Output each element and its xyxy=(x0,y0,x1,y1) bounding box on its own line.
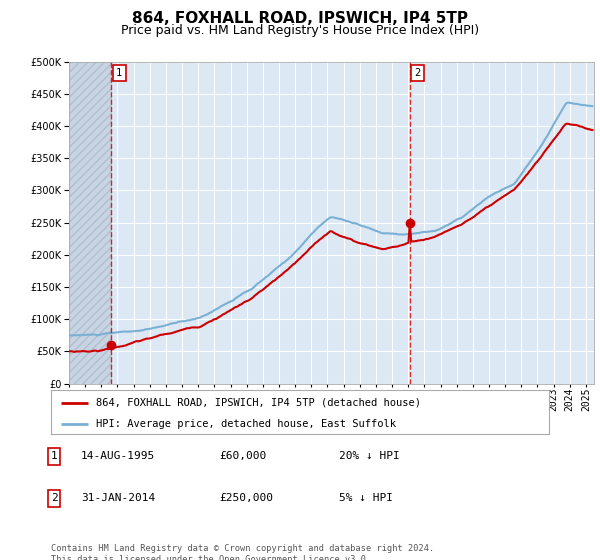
Text: 5% ↓ HPI: 5% ↓ HPI xyxy=(339,493,393,503)
Text: Price paid vs. HM Land Registry's House Price Index (HPI): Price paid vs. HM Land Registry's House … xyxy=(121,24,479,36)
Text: 2: 2 xyxy=(50,493,58,503)
Text: 1: 1 xyxy=(116,68,122,78)
Text: £250,000: £250,000 xyxy=(219,493,273,503)
Text: £60,000: £60,000 xyxy=(219,451,266,461)
Text: HPI: Average price, detached house, East Suffolk: HPI: Average price, detached house, East… xyxy=(96,418,396,428)
Text: 14-AUG-1995: 14-AUG-1995 xyxy=(81,451,155,461)
Text: 1: 1 xyxy=(50,451,58,461)
Text: Contains HM Land Registry data © Crown copyright and database right 2024.
This d: Contains HM Land Registry data © Crown c… xyxy=(51,544,434,560)
Text: 20% ↓ HPI: 20% ↓ HPI xyxy=(339,451,400,461)
Text: 2: 2 xyxy=(415,68,421,78)
Text: 864, FOXHALL ROAD, IPSWICH, IP4 5TP (detached house): 864, FOXHALL ROAD, IPSWICH, IP4 5TP (det… xyxy=(96,398,421,408)
Text: 31-JAN-2014: 31-JAN-2014 xyxy=(81,493,155,503)
Text: 864, FOXHALL ROAD, IPSWICH, IP4 5TP: 864, FOXHALL ROAD, IPSWICH, IP4 5TP xyxy=(132,11,468,26)
Bar xyxy=(69,62,112,384)
